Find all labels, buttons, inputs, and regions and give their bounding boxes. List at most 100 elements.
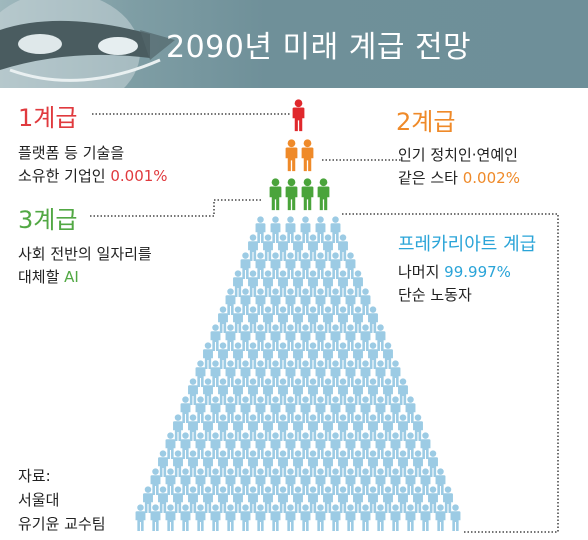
person-icon: [293, 486, 303, 513]
person-icon: [413, 450, 423, 477]
person-icon: [323, 414, 333, 441]
person-icon: [270, 468, 281, 495]
person-icon: [353, 414, 363, 441]
person-icon: [375, 360, 386, 387]
person-icon: [270, 324, 281, 351]
person-icon: [225, 288, 236, 315]
person-icon: [300, 216, 311, 243]
person-icon: [195, 360, 206, 387]
person-icon: [285, 432, 296, 459]
person-icon: [353, 306, 363, 333]
person-icon: [315, 504, 326, 531]
person-icon: [285, 504, 296, 531]
person-icon: [173, 414, 183, 441]
person-icon: [218, 486, 228, 513]
person-icon: [225, 432, 236, 459]
person-icon: [248, 342, 258, 369]
person-icon: [300, 468, 311, 495]
person-icon: [225, 468, 236, 495]
person-icon: [345, 324, 356, 351]
person-icon: [143, 486, 153, 513]
person-icon: [308, 234, 318, 261]
person-icon: [405, 468, 416, 495]
tier3-title: 3계급: [18, 206, 78, 234]
person-icon: [270, 360, 281, 387]
person-icon: [248, 378, 258, 405]
person-icon: [255, 324, 266, 351]
person-icon: [248, 450, 258, 477]
person-icon: [195, 468, 206, 495]
tier1-title: 1계급: [18, 104, 78, 132]
person-icon: [315, 468, 326, 495]
person-icon: [150, 504, 161, 531]
person-icon: [240, 396, 251, 423]
person-icon: [240, 288, 251, 315]
person-icon: [278, 414, 288, 441]
person-icon: [301, 178, 314, 211]
person-icon: [353, 486, 363, 513]
person-icon: [330, 252, 341, 279]
person-icon: [278, 234, 288, 261]
person-icon: [345, 504, 356, 531]
person-icon: [248, 414, 258, 441]
person-icon: [285, 468, 296, 495]
person-icon: [360, 468, 371, 495]
person-icon: [323, 342, 333, 369]
person-icon: [315, 252, 326, 279]
person-icon: [180, 432, 191, 459]
person-icon: [165, 504, 176, 531]
person-icon: [255, 252, 266, 279]
person-icon: [338, 342, 348, 369]
person-icon: [218, 378, 228, 405]
person-icon: [353, 270, 363, 297]
person-icon: [225, 324, 236, 351]
tier1-percent: 0.001%: [110, 167, 168, 185]
person-icon: [300, 432, 311, 459]
person-icon: [345, 432, 356, 459]
person-icon: [270, 216, 281, 243]
person-icon: [278, 342, 288, 369]
person-icon: [255, 360, 266, 387]
precariat-percent: 99.997%: [444, 263, 511, 281]
person-icon: [300, 396, 311, 423]
person-icon: [368, 306, 378, 333]
person-icon: [158, 486, 168, 513]
tier2-description: 인기 정치인·연예인 같은 스타 0.002%: [398, 146, 520, 187]
tier3-description: 사회 전반의 일자리를 대체할 AI: [18, 245, 152, 286]
person-icon: [263, 414, 273, 441]
person-icon: [263, 378, 273, 405]
header-banner: 2090년 미래 계급 전망: [0, 0, 588, 88]
person-icon: [255, 216, 266, 243]
person-icon: [368, 378, 378, 405]
person-icon: [188, 414, 198, 441]
person-icon: [330, 360, 341, 387]
person-icon: [203, 486, 213, 513]
person-icon: [263, 342, 273, 369]
person-icon: [210, 360, 221, 387]
person-icon: [420, 468, 431, 495]
person-icon: [225, 396, 236, 423]
person-icon: [293, 306, 303, 333]
person-icon: [270, 288, 281, 315]
person-icon: [353, 378, 363, 405]
person-icon: [345, 252, 356, 279]
person-icon: [263, 450, 273, 477]
person-icon: [293, 378, 303, 405]
tier2-title: 2계급: [396, 108, 456, 136]
person-icon: [210, 324, 221, 351]
person-icon: [435, 504, 446, 531]
person-icon: [293, 342, 303, 369]
person-icon: [203, 342, 213, 369]
person-icon: [285, 252, 296, 279]
person-icon: [233, 414, 243, 441]
person-icon: [293, 234, 303, 261]
person-icon: [165, 432, 176, 459]
person-icon: [173, 450, 183, 477]
person-icon: [300, 504, 311, 531]
person-icon: [278, 450, 288, 477]
person-icon: [225, 360, 236, 387]
person-icon: [150, 468, 161, 495]
person-icon: [301, 139, 314, 172]
person-icon: [323, 486, 333, 513]
person-icon: [345, 396, 356, 423]
